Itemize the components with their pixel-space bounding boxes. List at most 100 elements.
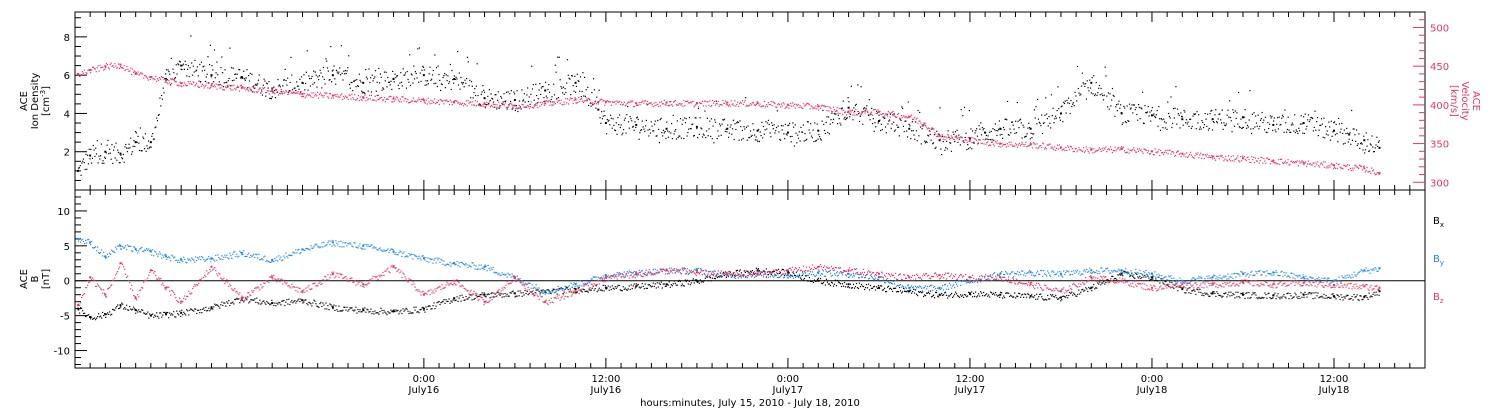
scatter-dot: [667, 104, 669, 107]
scatter-dot: [136, 141, 138, 143]
scatter-dot: [1201, 157, 1203, 160]
scatter-dot: [551, 104, 553, 106]
scatter-dot: [1115, 150, 1117, 152]
scatter-dot: [900, 115, 902, 117]
scatter-dot: [662, 129, 665, 131]
scatter-dot: [647, 103, 650, 105]
scatter-dot: [769, 103, 771, 106]
scatter-dot: [715, 102, 717, 105]
scatter-dot: [815, 280, 818, 282]
scatter-dot: [198, 86, 201, 89]
scatter-dot: [200, 308, 202, 311]
scatter-dot: [652, 282, 654, 284]
scatter-dot: [1237, 123, 1239, 125]
scatter-dot: [1144, 148, 1146, 150]
scatter-dot: [860, 86, 862, 88]
scatter-dot: [1111, 151, 1113, 154]
scatter-dot: [1207, 113, 1209, 115]
scatter-dot: [1268, 158, 1271, 161]
scatter-dot: [1277, 163, 1279, 165]
scatter-dot: [872, 286, 875, 288]
scatter-dot: [650, 121, 652, 123]
scatter-dot: [249, 87, 251, 89]
scatter-dot: [1280, 296, 1282, 298]
scatter-dot: [1333, 122, 1335, 124]
scatter-dot: [183, 84, 185, 87]
scatter-dot: [716, 103, 718, 105]
scatter-dot: [854, 114, 856, 116]
scatter-dot: [577, 80, 579, 82]
scatter-dot: [1300, 292, 1302, 294]
scatter-dot: [890, 127, 892, 129]
scatter-dot: [171, 78, 174, 80]
scatter-dot: [386, 314, 388, 316]
scatter-dot: [827, 283, 830, 285]
scatter-dot: [721, 123, 723, 125]
scatter-dot: [397, 99, 400, 101]
scatter-dot: [165, 73, 167, 75]
scatter-dot: [482, 294, 484, 296]
scatter-dot: [1344, 164, 1346, 167]
scatter-dot: [100, 143, 103, 145]
scatter-dot: [1039, 122, 1041, 125]
scatter-dot: [873, 285, 876, 287]
scatter-dot: [127, 147, 129, 149]
scatter-dot: [624, 117, 626, 119]
scatter-dot: [464, 79, 466, 81]
scatter-dot: [180, 68, 182, 71]
scatter-dot: [226, 81, 228, 83]
scatter-dot: [1161, 278, 1163, 280]
scatter-dot: [477, 295, 479, 297]
scatter-dot: [928, 130, 931, 132]
scatter-dot: [839, 283, 842, 285]
data-point: [453, 77, 456, 80]
scatter-dot: [763, 133, 765, 135]
scatter-dot: [613, 101, 615, 103]
scatter-dot: [1321, 123, 1323, 125]
scatter-dot: [372, 310, 374, 313]
scatter-dot: [738, 139, 740, 141]
scatter-dot: [513, 292, 515, 294]
scatter-dot: [185, 85, 188, 87]
scatter-dot: [670, 284, 672, 286]
scatter-dot: [242, 77, 244, 79]
scatter-dot: [1234, 110, 1236, 112]
scatter-dot: [1112, 94, 1114, 97]
scatter-dot: [165, 80, 167, 82]
scatter-dot: [163, 311, 165, 314]
scatter-dot: [379, 97, 381, 99]
scatter-dot: [651, 103, 653, 106]
scatter-dot: [360, 81, 362, 83]
scatter-dot: [1365, 295, 1367, 297]
scatter-dot: [1213, 155, 1215, 157]
scatter-dot: [583, 289, 585, 291]
scatter-dot: [1350, 143, 1352, 145]
scatter-dot: [635, 104, 638, 106]
scatter-dot: [837, 281, 840, 283]
scatter-dot: [562, 292, 564, 295]
scatter-dot: [367, 90, 369, 92]
scatter-dot: [643, 288, 645, 290]
scatter-dot: [1327, 134, 1329, 136]
scatter-dot: [330, 97, 333, 99]
scatter-dot: [381, 89, 383, 91]
scatter-dot: [1361, 143, 1363, 145]
scatter-dot: [1359, 165, 1362, 167]
y2-tick-label: 350: [1430, 140, 1449, 151]
scatter-dot: [416, 77, 418, 79]
scatter-dot: [89, 316, 91, 318]
scatter-dot: [1229, 295, 1231, 297]
scatter-dot: [123, 161, 125, 163]
scatter-dot: [295, 302, 297, 304]
scatter-dot: [1046, 144, 1048, 146]
scatter-dot: [160, 312, 162, 314]
scatter-dot: [926, 141, 928, 144]
scatter-dot: [113, 251, 115, 253]
scatter-dot: [292, 302, 294, 304]
scatter-dot: [686, 100, 689, 102]
scatter-dot: [1307, 114, 1310, 116]
scatter-dot: [1264, 292, 1266, 294]
scatter-dot: [95, 246, 97, 248]
scatter-dot: [202, 66, 204, 68]
scatter-dot: [936, 135, 938, 138]
